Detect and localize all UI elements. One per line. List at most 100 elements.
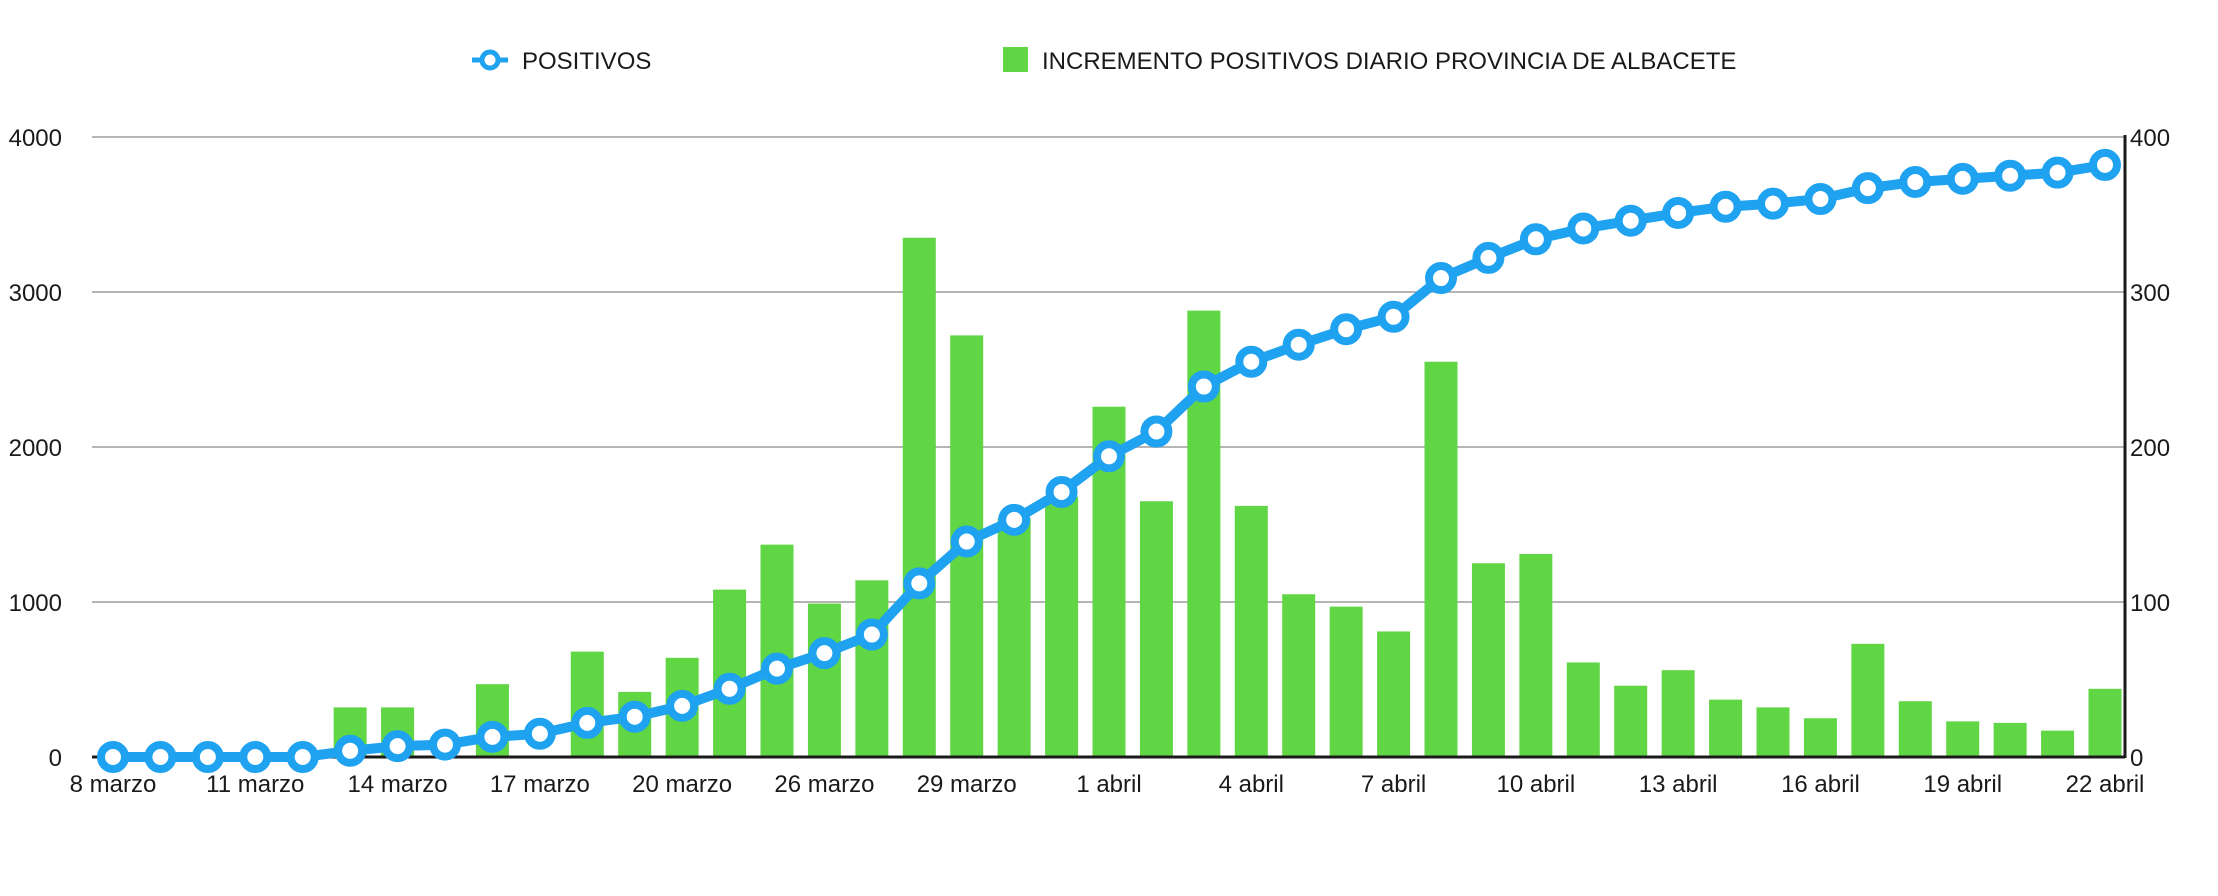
y-left-tick-label: 3000 <box>9 280 62 307</box>
line-point <box>713 672 746 705</box>
line-point <box>1472 241 1505 274</box>
line-point <box>1567 212 1600 245</box>
bar <box>1756 707 1790 757</box>
bar <box>1898 701 1932 757</box>
bar <box>1471 563 1505 757</box>
bar <box>1234 505 1268 757</box>
line-point <box>239 741 272 773</box>
line-point <box>1330 313 1363 346</box>
line-point <box>903 567 936 600</box>
x-tick-label: 1 abril <box>1076 771 1141 798</box>
line-point <box>429 728 461 761</box>
line-point <box>1709 190 1742 223</box>
line-point <box>808 637 841 670</box>
bar <box>1803 718 1837 757</box>
line-point <box>1662 196 1695 229</box>
y-right-tick-label: 200 <box>2130 435 2170 462</box>
bar <box>1566 662 1600 757</box>
line-point <box>1614 204 1647 237</box>
x-tick-label: 11 marzo <box>206 771 304 798</box>
legend-label-incremento: INCREMENTO POSITIVOS DIARIO PROVINCIA DE… <box>1042 48 1736 75</box>
line-point <box>1946 162 1979 195</box>
line-point <box>571 706 604 739</box>
bar <box>1519 553 1553 757</box>
line-point <box>381 730 414 763</box>
line-point <box>523 717 556 750</box>
legend-label-positivos: POSITIVOS <box>522 48 651 75</box>
y-right-tick-label: 0 <box>2130 745 2143 772</box>
y-left-tick-label: 0 <box>49 745 62 772</box>
bar <box>902 237 936 757</box>
bar <box>1139 501 1173 757</box>
line-point <box>1851 172 1884 205</box>
bar <box>1377 631 1411 757</box>
line-point <box>1140 415 1173 448</box>
bar <box>2041 730 2075 757</box>
x-tick-label: 19 abril <box>1923 771 2002 798</box>
y-right-tick-label: 400 <box>2130 125 2170 152</box>
x-tick-label: 26 marzo <box>774 771 874 798</box>
bar <box>1329 606 1363 757</box>
bar <box>997 518 1031 757</box>
line-point <box>2041 156 2074 189</box>
line-point <box>618 700 651 733</box>
x-tick-label: 22 abril <box>2066 771 2145 798</box>
legend-item-positivos: POSITIVOS <box>472 48 651 75</box>
line-point <box>1187 370 1220 403</box>
line-point <box>1899 165 1932 198</box>
x-tick-label: 8 marzo <box>70 771 157 798</box>
y-left-tick-label: 4000 <box>9 125 62 152</box>
line-point <box>1425 262 1457 295</box>
bar <box>2088 688 2122 757</box>
line-point <box>950 525 983 558</box>
axes: 0 1000 2000 3000 4000 0 100 200 300 400 8 marzo 11 … <box>9 125 2170 798</box>
line-point <box>1377 300 1410 333</box>
bars-layer <box>333 237 2122 757</box>
y-right-tick-label: 100 <box>2130 590 2170 617</box>
x-tick-label: 29 marzo <box>917 771 1017 798</box>
bar <box>1045 496 1079 757</box>
bar <box>1614 685 1648 757</box>
line-point <box>666 689 699 722</box>
line-point <box>1045 475 1078 508</box>
y-left-tick-label: 2000 <box>9 435 62 462</box>
legend-marker-swatch <box>479 49 501 71</box>
line-point <box>286 741 319 773</box>
line-point <box>97 741 129 773</box>
bar <box>570 651 604 757</box>
line-point <box>476 720 509 753</box>
line-point <box>1994 159 2027 192</box>
x-tick-label: 13 abril <box>1639 771 1718 798</box>
bar <box>1282 594 1316 757</box>
bar <box>855 580 889 757</box>
line-point <box>1804 183 1837 215</box>
line-point <box>1282 328 1315 361</box>
legend: POSITIVOS INCREMENTO POSITIVOS DIARIO PR… <box>472 47 1736 75</box>
y-left-tick-label: 1000 <box>9 590 62 617</box>
legend-item-incremento: INCREMENTO POSITIVOS DIARIO PROVINCIA DE… <box>1003 47 1736 75</box>
bar <box>1946 721 1980 757</box>
x-tick-label: 17 marzo <box>490 771 590 798</box>
x-tick-label: 14 marzo <box>348 771 448 798</box>
bar <box>760 544 794 757</box>
x-tick-label: 20 marzo <box>632 771 732 798</box>
line-point <box>761 652 793 685</box>
x-tick-label: 10 abril <box>1496 771 1575 798</box>
line-point <box>1093 440 1125 473</box>
x-tick-label: 4 abril <box>1219 771 1284 798</box>
bar <box>1709 699 1743 757</box>
bar <box>807 603 841 757</box>
y-right-tick-label: 300 <box>2130 280 2170 307</box>
line-point <box>1519 223 1552 256</box>
line-layer <box>97 148 2121 773</box>
line-point <box>191 741 224 773</box>
line-point <box>998 503 1031 536</box>
bar <box>1661 670 1695 757</box>
x-tick-label: 16 abril <box>1781 771 1860 798</box>
bar <box>1424 361 1458 757</box>
legend-bar-swatch <box>1003 47 1028 72</box>
x-tick-label: 7 abril <box>1361 771 1426 798</box>
line-point <box>144 741 177 773</box>
bar <box>1993 722 2027 757</box>
